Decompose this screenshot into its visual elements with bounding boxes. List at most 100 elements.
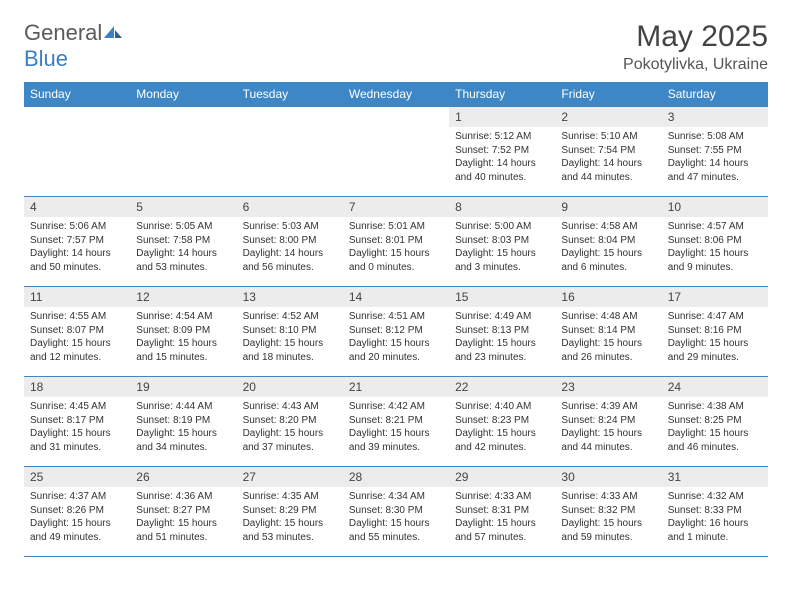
day-cell: 20Sunrise: 4:43 AMSunset: 8:20 PMDayligh… <box>237 377 343 467</box>
day-cell: 25Sunrise: 4:37 AMSunset: 8:26 PMDayligh… <box>24 467 130 557</box>
day-details: Sunrise: 4:52 AMSunset: 8:10 PMDaylight:… <box>237 307 343 370</box>
sunrise-text: Sunrise: 4:47 AM <box>668 310 762 324</box>
day-cell: 29Sunrise: 4:33 AMSunset: 8:31 PMDayligh… <box>449 467 555 557</box>
daylight-text: Daylight: 15 hours and 44 minutes. <box>561 427 655 454</box>
day-details: Sunrise: 4:47 AMSunset: 8:16 PMDaylight:… <box>662 307 768 370</box>
daylight-text: Daylight: 14 hours and 53 minutes. <box>136 247 230 274</box>
day-number: 17 <box>662 287 768 307</box>
day-details: Sunrise: 4:35 AMSunset: 8:29 PMDaylight:… <box>237 487 343 550</box>
sunset-text: Sunset: 7:52 PM <box>455 144 549 158</box>
day-cell: 22Sunrise: 4:40 AMSunset: 8:23 PMDayligh… <box>449 377 555 467</box>
day-number: 25 <box>24 467 130 487</box>
day-cell: 12Sunrise: 4:54 AMSunset: 8:09 PMDayligh… <box>130 287 236 377</box>
day-details: Sunrise: 5:08 AMSunset: 7:55 PMDaylight:… <box>662 127 768 190</box>
sunset-text: Sunset: 8:10 PM <box>243 324 337 338</box>
calendar-table: Sunday Monday Tuesday Wednesday Thursday… <box>24 82 768 557</box>
page-title: May 2025 <box>623 20 768 54</box>
day-cell: 11Sunrise: 4:55 AMSunset: 8:07 PMDayligh… <box>24 287 130 377</box>
day-number: 2 <box>555 107 661 127</box>
sunset-text: Sunset: 8:29 PM <box>243 504 337 518</box>
sunset-text: Sunset: 8:09 PM <box>136 324 230 338</box>
sunrise-text: Sunrise: 4:36 AM <box>136 490 230 504</box>
day-details: Sunrise: 4:32 AMSunset: 8:33 PMDaylight:… <box>662 487 768 550</box>
sunset-text: Sunset: 8:04 PM <box>561 234 655 248</box>
sunrise-text: Sunrise: 5:03 AM <box>243 220 337 234</box>
day-cell: 27Sunrise: 4:35 AMSunset: 8:29 PMDayligh… <box>237 467 343 557</box>
sunrise-text: Sunrise: 5:08 AM <box>668 130 762 144</box>
sunrise-text: Sunrise: 4:39 AM <box>561 400 655 414</box>
day-number: 10 <box>662 197 768 217</box>
day-cell: 13Sunrise: 4:52 AMSunset: 8:10 PMDayligh… <box>237 287 343 377</box>
sunset-text: Sunset: 8:24 PM <box>561 414 655 428</box>
sunset-text: Sunset: 8:06 PM <box>668 234 762 248</box>
sunset-text: Sunset: 8:23 PM <box>455 414 549 428</box>
calendar-page: General Blue May 2025 Pokotylivka, Ukrai… <box>0 0 792 577</box>
sunrise-text: Sunrise: 5:12 AM <box>455 130 549 144</box>
sunrise-text: Sunrise: 4:42 AM <box>349 400 443 414</box>
sunset-text: Sunset: 8:01 PM <box>349 234 443 248</box>
sunset-text: Sunset: 8:12 PM <box>349 324 443 338</box>
day-cell: 3Sunrise: 5:08 AMSunset: 7:55 PMDaylight… <box>662 107 768 197</box>
sunrise-text: Sunrise: 5:01 AM <box>349 220 443 234</box>
sunrise-text: Sunrise: 5:06 AM <box>30 220 124 234</box>
day-cell: 6Sunrise: 5:03 AMSunset: 8:00 PMDaylight… <box>237 197 343 287</box>
sunrise-text: Sunrise: 4:34 AM <box>349 490 443 504</box>
day-number: 30 <box>555 467 661 487</box>
day-number: 16 <box>555 287 661 307</box>
day-number: 6 <box>237 197 343 217</box>
week-row: 1Sunrise: 5:12 AMSunset: 7:52 PMDaylight… <box>24 107 768 197</box>
daylight-text: Daylight: 14 hours and 56 minutes. <box>243 247 337 274</box>
day-details: Sunrise: 4:48 AMSunset: 8:14 PMDaylight:… <box>555 307 661 370</box>
day-number: 26 <box>130 467 236 487</box>
daylight-text: Daylight: 15 hours and 31 minutes. <box>30 427 124 454</box>
sunset-text: Sunset: 8:00 PM <box>243 234 337 248</box>
calendar-body: 1Sunrise: 5:12 AMSunset: 7:52 PMDaylight… <box>24 107 768 557</box>
day-number: 20 <box>237 377 343 397</box>
day-cell: 17Sunrise: 4:47 AMSunset: 8:16 PMDayligh… <box>662 287 768 377</box>
day-details: Sunrise: 4:36 AMSunset: 8:27 PMDaylight:… <box>130 487 236 550</box>
day-number: 4 <box>24 197 130 217</box>
sunset-text: Sunset: 7:58 PM <box>136 234 230 248</box>
daylight-text: Daylight: 15 hours and 42 minutes. <box>455 427 549 454</box>
day-details: Sunrise: 4:51 AMSunset: 8:12 PMDaylight:… <box>343 307 449 370</box>
day-number: 29 <box>449 467 555 487</box>
day-cell: 15Sunrise: 4:49 AMSunset: 8:13 PMDayligh… <box>449 287 555 377</box>
sunset-text: Sunset: 8:13 PM <box>455 324 549 338</box>
day-cell: 16Sunrise: 4:48 AMSunset: 8:14 PMDayligh… <box>555 287 661 377</box>
day-details: Sunrise: 4:34 AMSunset: 8:30 PMDaylight:… <box>343 487 449 550</box>
day-cell: 21Sunrise: 4:42 AMSunset: 8:21 PMDayligh… <box>343 377 449 467</box>
logo: General Blue <box>24 20 124 72</box>
day-cell: 1Sunrise: 5:12 AMSunset: 7:52 PMDaylight… <box>449 107 555 197</box>
daylight-text: Daylight: 15 hours and 57 minutes. <box>455 517 549 544</box>
daylight-text: Daylight: 15 hours and 51 minutes. <box>136 517 230 544</box>
day-details: Sunrise: 5:00 AMSunset: 8:03 PMDaylight:… <box>449 217 555 280</box>
daylight-text: Daylight: 14 hours and 50 minutes. <box>30 247 124 274</box>
dayhead-fri: Friday <box>555 82 661 107</box>
daylight-text: Daylight: 15 hours and 6 minutes. <box>561 247 655 274</box>
sunrise-text: Sunrise: 4:45 AM <box>30 400 124 414</box>
sunrise-text: Sunrise: 4:52 AM <box>243 310 337 324</box>
daylight-text: Daylight: 15 hours and 37 minutes. <box>243 427 337 454</box>
day-details: Sunrise: 4:37 AMSunset: 8:26 PMDaylight:… <box>24 487 130 550</box>
day-cell: 14Sunrise: 4:51 AMSunset: 8:12 PMDayligh… <box>343 287 449 377</box>
daylight-text: Daylight: 15 hours and 46 minutes. <box>668 427 762 454</box>
day-number: 27 <box>237 467 343 487</box>
day-cell: 31Sunrise: 4:32 AMSunset: 8:33 PMDayligh… <box>662 467 768 557</box>
day-details: Sunrise: 4:40 AMSunset: 8:23 PMDaylight:… <box>449 397 555 460</box>
day-details: Sunrise: 4:43 AMSunset: 8:20 PMDaylight:… <box>237 397 343 460</box>
day-cell: 10Sunrise: 4:57 AMSunset: 8:06 PMDayligh… <box>662 197 768 287</box>
daylight-text: Daylight: 14 hours and 47 minutes. <box>668 157 762 184</box>
sunrise-text: Sunrise: 4:32 AM <box>668 490 762 504</box>
day-number: 12 <box>130 287 236 307</box>
day-cell: 4Sunrise: 5:06 AMSunset: 7:57 PMDaylight… <box>24 197 130 287</box>
sunrise-text: Sunrise: 5:10 AM <box>561 130 655 144</box>
day-details: Sunrise: 5:12 AMSunset: 7:52 PMDaylight:… <box>449 127 555 190</box>
daylight-text: Daylight: 15 hours and 26 minutes. <box>561 337 655 364</box>
day-details: Sunrise: 5:03 AMSunset: 8:00 PMDaylight:… <box>237 217 343 280</box>
sunset-text: Sunset: 8:25 PM <box>668 414 762 428</box>
day-cell: 23Sunrise: 4:39 AMSunset: 8:24 PMDayligh… <box>555 377 661 467</box>
sunset-text: Sunset: 8:21 PM <box>349 414 443 428</box>
sunset-text: Sunset: 8:19 PM <box>136 414 230 428</box>
daylight-text: Daylight: 15 hours and 29 minutes. <box>668 337 762 364</box>
day-number: 8 <box>449 197 555 217</box>
